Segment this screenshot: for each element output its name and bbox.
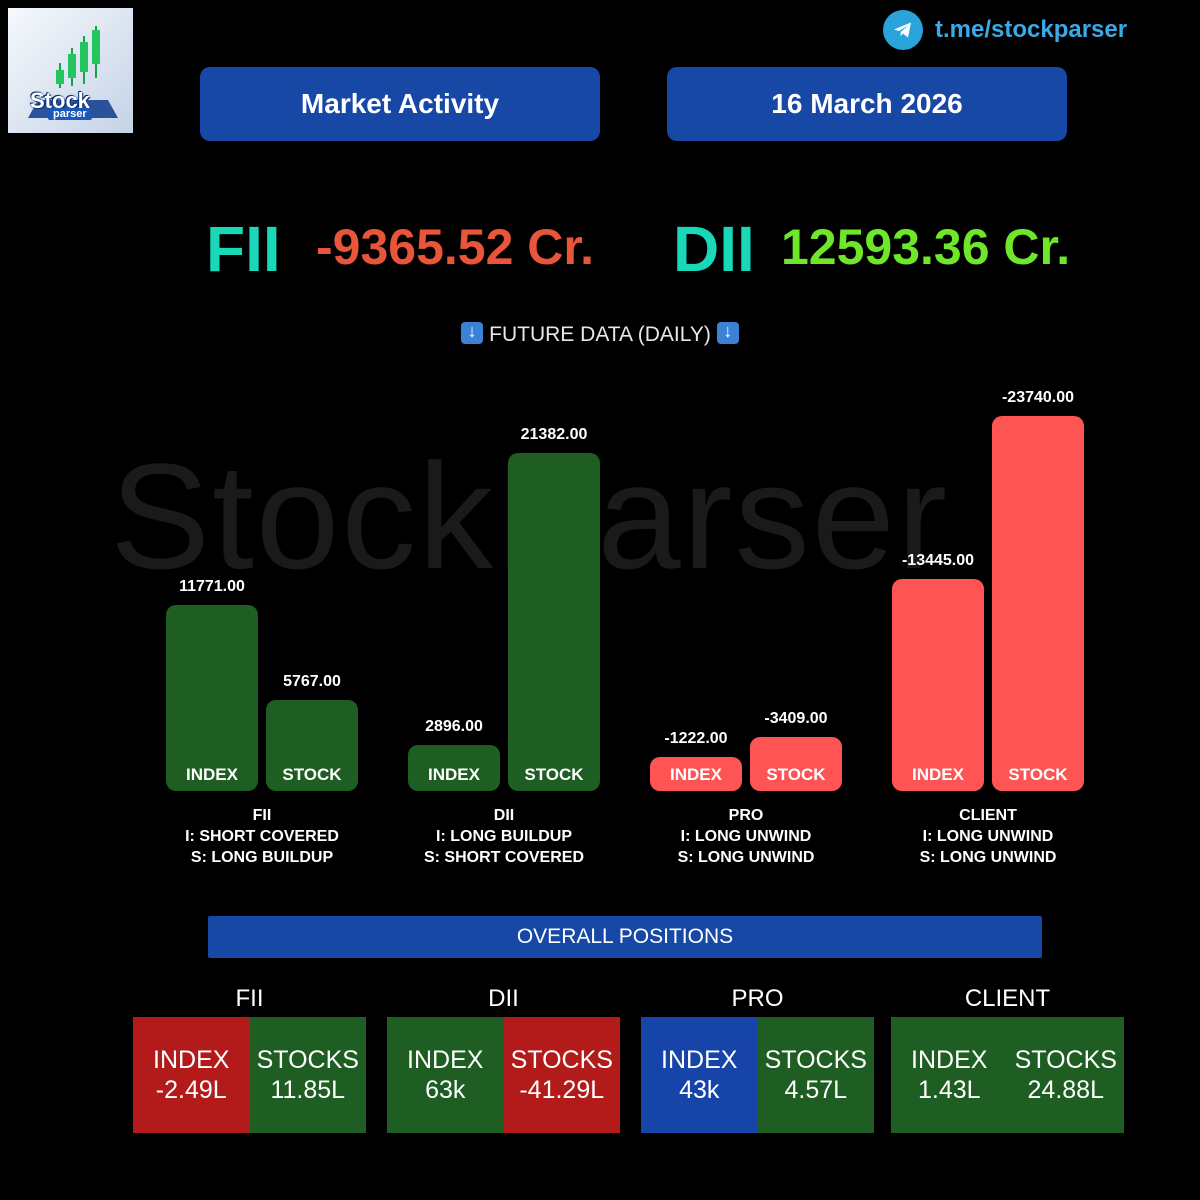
position-label: INDEX (153, 1046, 230, 1074)
position-label: STOCKS (510, 1046, 613, 1074)
dii-net-value: 12593.36 Cr. (781, 219, 1071, 275)
bar-value-label: -1222.00 (664, 730, 728, 747)
group-caption-stock-label: S: SHORT COVERED (423, 849, 584, 866)
position-value: 4.57L (784, 1076, 848, 1104)
overall-client-index-cell: INDEX 1.43L (891, 1017, 1008, 1133)
pro-index-bar: INDEX (650, 757, 742, 791)
group-caption-index-label: I: LONG UNWIND (922, 828, 1054, 845)
future-data-title: FUTURE DATA (DAILY) (489, 323, 711, 346)
bar-value-label: -13445.00 (901, 551, 975, 569)
position-value: -41.29L (519, 1076, 605, 1104)
bar-category-label: STOCK (766, 764, 826, 784)
overall-group-title: PRO (731, 985, 784, 1012)
bar-category-label: STOCK (1008, 765, 1068, 784)
position-value: 43k (679, 1076, 720, 1104)
future-data-heading: FUTURE DATA (DAILY) (0, 321, 1200, 347)
fii-net-label: FII (206, 213, 281, 285)
bar-category-label: STOCK (524, 764, 584, 784)
group-caption-stock-label: S: LONG UNWIND (677, 849, 815, 866)
position-value: 63k (425, 1076, 466, 1104)
bar-category-label: INDEX (670, 765, 722, 784)
position-label: STOCKS (256, 1046, 359, 1074)
dii-net-label: DII (673, 213, 755, 285)
overall-dii-index-cell: INDEX 63k (387, 1017, 504, 1133)
dii-index-bar: INDEX (408, 745, 500, 791)
position-value: -2.49L (155, 1076, 227, 1104)
page-title: Market Activity (200, 67, 600, 141)
overall-group-title: DII (488, 985, 519, 1012)
overall-group-title: CLIENT (964, 985, 1051, 1012)
overall-pro-stocks-cell: STOCKS 4.57L (757, 1017, 874, 1133)
report-date: 16 March 2026 (667, 67, 1067, 141)
down-arrow-icon (461, 321, 484, 344)
dii-stock-bar: STOCK (508, 453, 600, 791)
group-caption-index-label: I: LONG BUILDUP (436, 828, 572, 845)
position-label: INDEX (407, 1046, 484, 1074)
position-label: INDEX (911, 1046, 988, 1074)
overall-client-stocks-cell: STOCKS 24.88L (1007, 1017, 1124, 1133)
telegram-link[interactable]: t.me/stockparser (883, 10, 1127, 50)
position-value: 11.85L (270, 1076, 346, 1104)
overall-dii-stocks-cell: STOCKS -41.29L (503, 1017, 620, 1133)
bar-category-label: INDEX (428, 764, 480, 784)
group-caption-index-label: I: LONG UNWIND (680, 828, 812, 845)
overall-dii: DII INDEX 63k STOCKS -41.29L (387, 985, 620, 1133)
dii-group-caption: DII I: LONG BUILDUP S: SHORT COVERED (394, 805, 614, 868)
bar-value-label: -3409.00 (764, 710, 828, 728)
overall-group-title: FII (235, 985, 264, 1012)
overall-group-cells: INDEX 63k STOCKS -41.29L (387, 1017, 620, 1133)
overall-group-cells: INDEX 1.43L STOCKS 24.88L (891, 1017, 1124, 1133)
client-index-bar: INDEX (892, 578, 984, 791)
group-caption-stock-label: S: LONG BUILDUP (190, 849, 334, 866)
position-value: 1.43L (917, 1076, 981, 1104)
group-caption-stock-label: S: LONG UNWIND (919, 849, 1057, 866)
fii-stock-bar: STOCK (266, 699, 358, 791)
bar-category-label: INDEX (186, 764, 238, 784)
bar-category-label: INDEX (912, 764, 964, 784)
overall-positions-title: OVERALL POSITIONS (208, 916, 1042, 958)
fii-group-caption: FII I: SHORT COVERED S: LONG BUILDUP (152, 805, 372, 868)
group-caption-index-label: I: SHORT COVERED (185, 828, 339, 845)
bar-value-label: 21382.00 (520, 426, 588, 444)
group-caption-name: PRO (728, 807, 764, 824)
stockparser-logo: Stock parser (8, 8, 133, 133)
group-caption-name: CLIENT (959, 807, 1017, 824)
pro-group-caption: PRO I: LONG UNWIND S: LONG UNWIND (636, 805, 856, 868)
bar-value-label: 11771.00 (179, 578, 245, 596)
down-arrow-icon (716, 321, 739, 344)
bar-value-label: -23740.00 (1001, 389, 1075, 406)
position-label: STOCKS (1014, 1046, 1117, 1074)
telegram-icon (883, 10, 923, 50)
pro-stock-bar: STOCK (750, 737, 842, 791)
bar-value-label: 2896.00 (425, 718, 483, 736)
overall-pro: PRO INDEX 43k STOCKS 4.57L (641, 985, 874, 1133)
position-label: STOCKS (764, 1046, 867, 1074)
client-group-caption: CLIENT I: LONG UNWIND S: LONG UNWIND (878, 805, 1098, 868)
group-caption-name: DII (493, 807, 515, 824)
fii-net-value: -9365.52 Cr. (316, 219, 594, 275)
overall-client: CLIENT INDEX 1.43L STOCKS 24.88L (891, 985, 1124, 1133)
overall-group-cells: INDEX -2.49L STOCKS 11.85L (133, 1017, 366, 1133)
overall-group-cells: INDEX 43k STOCKS 4.57L (641, 1017, 874, 1133)
group-caption-name: FII (252, 807, 272, 824)
overall-fii-index-cell: INDEX -2.49L (133, 1017, 250, 1133)
position-value: 24.88L (1027, 1076, 1104, 1104)
position-label: INDEX (661, 1046, 738, 1074)
logo-sub: parser (48, 108, 92, 120)
telegram-link-text[interactable]: t.me/stockparser (935, 16, 1128, 43)
overall-pro-index-cell: INDEX 43k (641, 1017, 758, 1133)
bar-value-label: 5767.00 (283, 672, 341, 690)
overall-fii-stocks-cell: STOCKS 11.85L (249, 1017, 366, 1133)
fii-index-bar: INDEX (166, 605, 258, 791)
bar-category-label: STOCK (282, 764, 342, 784)
client-stock-bar: STOCK (992, 416, 1084, 791)
overall-fii: FII INDEX -2.49L STOCKS 11.85L (133, 985, 366, 1133)
